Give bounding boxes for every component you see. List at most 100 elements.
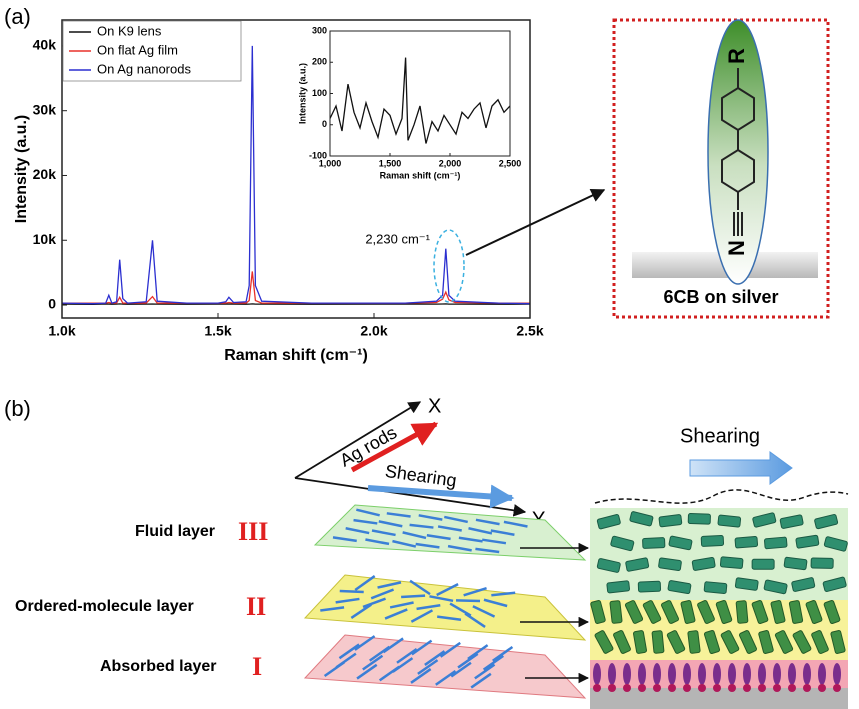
section-rod [688,630,701,653]
charts: 1.0k 1.5k 2.0k 2.5k 0 10k 20k 30k 40k Raman shift… [13,20,544,364]
section-rod [638,581,660,592]
anchored-molecule [818,663,826,685]
shear-arrow [690,452,792,484]
x-tick-label: 2,500 [499,158,522,168]
section-rod [610,601,622,624]
annotation: 2,230 cm⁻¹ [365,231,430,246]
section-rod [735,536,758,548]
y-tick-label: 20k [33,166,57,182]
section-rod [720,557,743,569]
section-rod [652,631,664,654]
pointer-arrow [466,190,604,255]
anchor-dot [713,684,721,692]
anchor-dot [758,684,766,692]
x-axis-label: Raman shift (cm⁻¹) [224,347,368,364]
anchored-molecule [593,663,601,685]
anchor-dot [668,684,676,692]
anchored-molecule [653,663,661,685]
anchor-dot [818,684,826,692]
y-tick-label: 300 [312,25,327,35]
anchored-molecule [743,663,751,685]
section-rod [784,557,807,570]
panel-label: (b) [4,396,31,421]
y-axis-label: Intensity (a.u.) [13,115,30,223]
anchor-dot [653,684,661,692]
layer-numeral: II [246,592,266,621]
anchor-dot [803,684,811,692]
y-axis-label: Intensity (a.u.) [297,63,307,124]
section-rod [704,582,727,594]
layer-name: Absorbed layer [100,658,216,675]
legend-label: On Ag nanorods [97,61,191,76]
section-rod [764,537,787,549]
anchor-dot [773,684,781,692]
anchor-dot [608,684,616,692]
section-rod [811,558,833,568]
anchor-dot [593,684,601,692]
y-tick-label: 200 [312,57,327,67]
section-rod [643,538,665,549]
layer-name: Fluid layer [135,523,215,540]
layer-rod [456,600,480,601]
figure: (a) (b) 1.0k 1.5k 2.0k 2.5k 0 10k 20k 30k 40k Ram… [0,0,859,709]
molecule-group: R [724,48,749,64]
fluid-surface [595,490,848,503]
x-tick-label: 2.5k [516,323,543,339]
y-tick-label: 100 [312,88,327,98]
y-tick-label: 10k [33,231,57,247]
x-direction-label: X [428,395,441,417]
section-rod [736,601,748,624]
legend-label: On flat Ag film [97,42,178,57]
layer-numeral: III [238,517,268,546]
layer-rod [401,596,425,597]
panel-label: (a) [4,4,31,29]
section-rod [688,513,710,524]
molecule-caption: 6CB on silver [663,287,778,307]
section-rod [701,535,723,546]
layer-name: Ordered-molecule layer [15,598,194,615]
anchored-molecule [638,663,646,685]
y-tick-label: -100 [309,150,327,160]
section-rod [752,559,774,569]
anchor-dot [728,684,736,692]
y-tick-label: 0 [48,296,56,312]
layer-numeral: I [252,652,262,681]
anchored-molecule [833,663,841,685]
x-tick-label: 2.0k [360,323,387,339]
x-axis-label: Raman shift (cm⁻¹) [380,170,461,180]
y-tick-label: 0 [322,119,327,129]
anchored-molecule [728,663,736,685]
inset-background [330,31,510,156]
x-tick-label: 1.0k [48,323,75,339]
anchored-molecule [788,663,796,685]
shear-direction [368,488,512,498]
anchor-dot [743,684,751,692]
molecule-atom: N [724,240,749,256]
absorbed-layer [305,635,585,698]
shear-arrow-label: Shearing [680,425,760,447]
anchor-dot [788,684,796,692]
legend-label: On K9 lens [97,23,162,38]
section-rod [607,581,630,593]
x-tick-label: 2,000 [439,158,462,168]
y-tick-label: 40k [33,37,57,53]
ordered-layer [305,575,585,640]
anchored-molecule [758,663,766,685]
anchored-molecule [698,663,706,685]
y-tick-label: 30k [33,101,57,117]
section-rod [718,515,741,527]
shear-label: Shearing [384,461,458,491]
series-line [62,271,530,303]
anchored-molecule [773,663,781,685]
anchored-molecule [803,663,811,685]
layer-rod [340,591,364,592]
anchor-dot [623,684,631,692]
x-tick-label: 1.5k [204,323,231,339]
legend: On K9 lens On flat Ag film On Ag nanorods [63,21,241,81]
anchor-dot [683,684,691,692]
anchor-dot [698,684,706,692]
anchor-dot [833,684,841,692]
anchored-molecule [713,663,721,685]
anchor-dot [638,684,646,692]
